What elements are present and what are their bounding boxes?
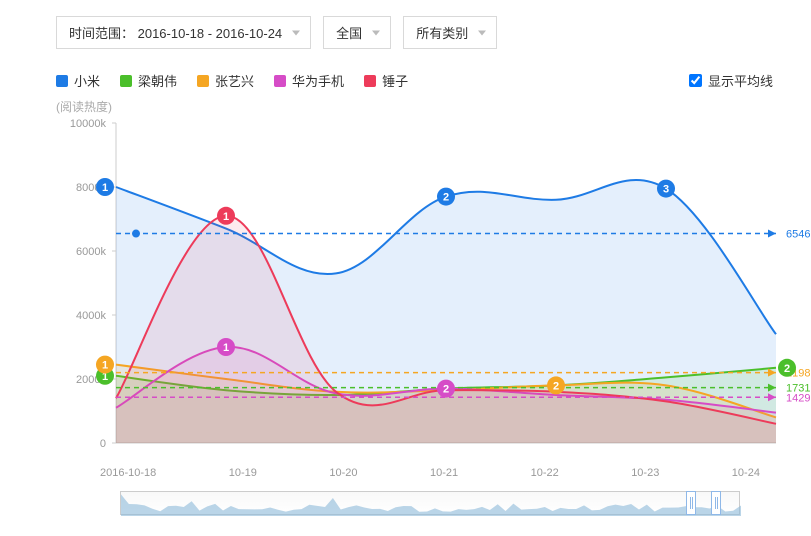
- avg-checkbox[interactable]: [689, 74, 702, 87]
- legend-swatch: [56, 75, 68, 87]
- legend-swatch: [197, 75, 209, 87]
- legend-label: 张艺兴: [215, 71, 254, 90]
- y-axis-label: (阅读热度): [0, 90, 811, 115]
- svg-text:2: 2: [443, 384, 449, 396]
- time-brush[interactable]: [120, 491, 740, 515]
- legend-swatch: [364, 75, 376, 87]
- x-tick-label: 10-19: [229, 467, 257, 479]
- svg-text:2: 2: [553, 380, 559, 392]
- svg-text:0: 0: [100, 438, 106, 450]
- x-tick-label: 10-24: [732, 467, 760, 479]
- legend-item[interactable]: 华为手机: [274, 71, 344, 90]
- x-tick-label: 10-20: [329, 467, 357, 479]
- legend-item[interactable]: 梁朝伟: [120, 71, 177, 90]
- x-axis-labels: 2016-10-18 10-19 10-20 10-21 10-22 10-23 10-24: [100, 467, 760, 479]
- x-tick-label: 10-22: [531, 467, 559, 479]
- svg-text:3: 3: [663, 184, 669, 196]
- legend-label: 梁朝伟: [138, 71, 177, 90]
- svg-text:1: 1: [102, 360, 108, 372]
- legend-label: 锤子: [382, 71, 408, 90]
- avg-line-toggle[interactable]: 显示平均线: [689, 71, 773, 90]
- legend-swatch: [120, 75, 132, 87]
- svg-text:10000k: 10000k: [70, 118, 107, 130]
- legend-label: 华为手机: [292, 71, 344, 90]
- svg-text:6546k: 6546k: [786, 229, 811, 241]
- category-dropdown[interactable]: 所有类别: [403, 16, 497, 49]
- svg-text:4000k: 4000k: [76, 310, 106, 322]
- trend-chart: 02000k4000k6000k8000k10000k6546k2198k173…: [56, 123, 776, 453]
- svg-text:1429k: 1429k: [786, 392, 811, 404]
- svg-text:2: 2: [443, 192, 449, 204]
- svg-text:1: 1: [102, 182, 108, 194]
- legend-label: 小米: [74, 71, 100, 90]
- svg-text:6000k: 6000k: [76, 246, 106, 258]
- region-dropdown[interactable]: 全国: [323, 16, 391, 49]
- svg-text:1: 1: [223, 211, 229, 223]
- legend-swatch: [274, 75, 286, 87]
- x-tick-label: 10-21: [430, 467, 458, 479]
- brush-handle-left[interactable]: [686, 491, 696, 515]
- legend-item[interactable]: 张艺兴: [197, 71, 254, 90]
- avg-checkbox-label: 显示平均线: [708, 71, 773, 90]
- brush-handle-right[interactable]: [711, 491, 721, 515]
- x-tick-label: 10-23: [631, 467, 659, 479]
- svg-text:2: 2: [784, 363, 790, 375]
- chart-legend: 小米 梁朝伟 张艺兴 华为手机 锤子: [56, 71, 408, 90]
- date-range-dropdown[interactable]: 时间范围： 2016-10-18 - 2016-10-24: [56, 16, 311, 49]
- legend-item[interactable]: 小米: [56, 71, 100, 90]
- legend-item[interactable]: 锤子: [364, 71, 408, 90]
- x-tick-label: 2016-10-18: [100, 467, 156, 479]
- svg-text:1: 1: [223, 342, 229, 354]
